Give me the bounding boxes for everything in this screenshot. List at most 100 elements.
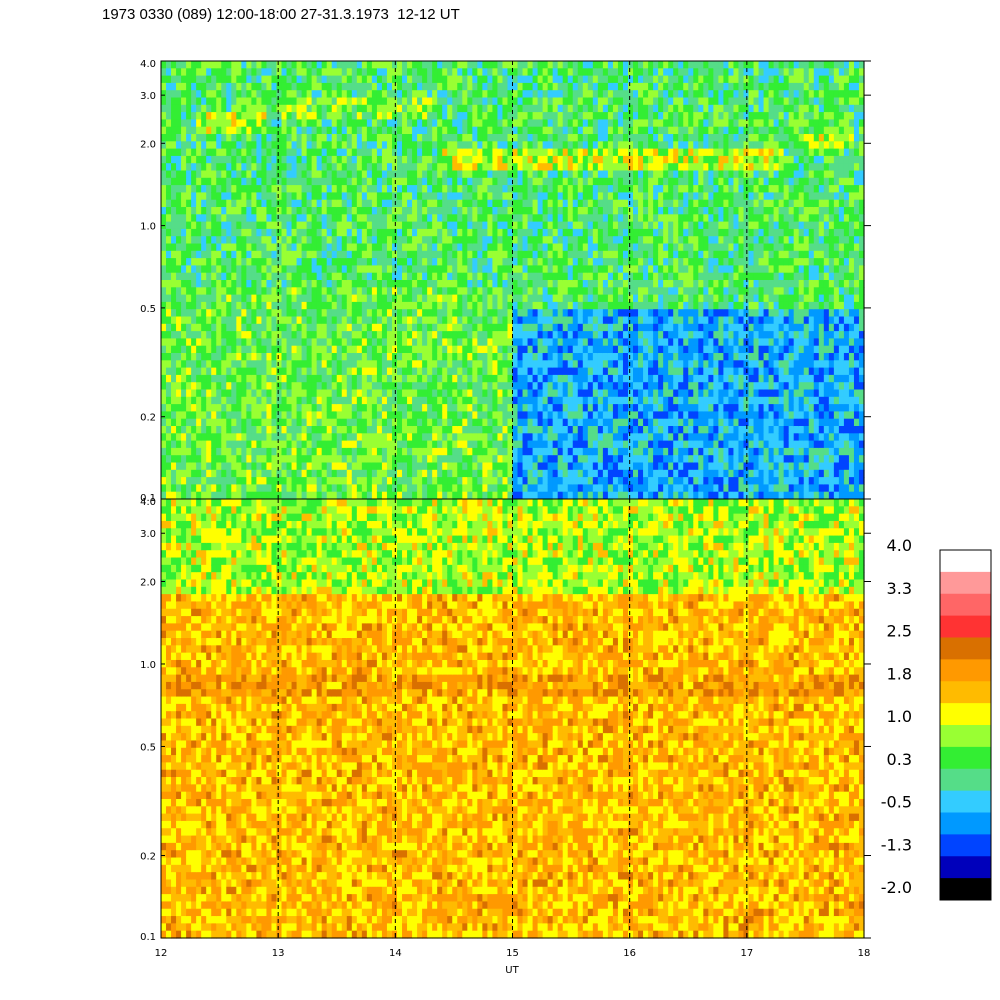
heatmap-cell — [567, 272, 574, 281]
heatmap-cell — [276, 294, 283, 303]
heatmap-cell — [281, 455, 288, 464]
heatmap-cell — [371, 126, 378, 135]
heatmap-cell — [512, 134, 519, 142]
heatmap-cell — [161, 82, 167, 91]
heatmap-cell — [191, 134, 197, 142]
heatmap-cell — [371, 75, 378, 84]
heatmap-cell — [517, 331, 524, 339]
heatmap-cell — [346, 221, 353, 230]
heatmap-cell — [291, 170, 298, 179]
heatmap-cell — [407, 294, 413, 303]
heatmap-cell — [356, 404, 363, 412]
heatmap-cell — [341, 301, 348, 310]
heatmap-cell — [196, 389, 202, 398]
heatmap-cell — [472, 90, 478, 99]
heatmap-cell — [346, 411, 353, 420]
heatmap-cell — [276, 126, 283, 135]
heatmap-cell — [427, 301, 433, 310]
heatmap-cell — [316, 382, 323, 391]
heatmap-cell — [331, 331, 338, 339]
heatmap-cell — [271, 163, 278, 172]
heatmap-cell — [226, 97, 232, 106]
heatmap-cell — [532, 148, 539, 157]
heatmap-cell — [492, 353, 499, 361]
heatmap-cell — [542, 331, 549, 339]
heatmap-cell — [567, 155, 574, 164]
heatmap-cell — [412, 353, 418, 361]
heatmap-cell — [437, 258, 443, 266]
heatmap-cell — [562, 192, 569, 201]
heatmap-cell — [517, 353, 524, 361]
heatmap-cell — [301, 323, 308, 332]
heatmap-cell — [301, 396, 308, 405]
heatmap-cell — [171, 134, 177, 142]
heatmap-cell — [241, 243, 247, 252]
heatmap-cell — [391, 462, 398, 471]
heatmap-cell — [196, 250, 202, 259]
heatmap-cell — [236, 192, 242, 201]
heatmap-cell — [341, 404, 348, 412]
heatmap-cell — [462, 440, 468, 449]
heatmap-cell — [296, 61, 303, 69]
heatmap-cell — [246, 134, 252, 142]
heatmap-cell — [171, 411, 177, 420]
heatmap-cell — [241, 411, 247, 420]
heatmap-cell — [341, 294, 348, 303]
heatmap-cell — [557, 214, 564, 223]
heatmap-cell — [171, 82, 177, 91]
heatmap-cell — [457, 455, 463, 464]
heatmap-cell — [432, 90, 438, 99]
heatmap-cell — [336, 199, 343, 208]
heatmap-cell — [356, 477, 363, 485]
heatmap-cell — [492, 119, 499, 128]
heatmap-cell — [427, 221, 433, 230]
heatmap-cell — [301, 61, 308, 69]
heatmap-cell — [266, 185, 273, 193]
heatmap-cell — [482, 228, 488, 237]
heatmap-cell — [201, 280, 207, 288]
heatmap-cell — [226, 258, 232, 266]
heatmap-cell — [381, 433, 388, 442]
heatmap-cell — [186, 360, 192, 369]
heatmap-cell — [256, 207, 263, 215]
heatmap-cell — [407, 440, 413, 449]
heatmap-cell — [467, 97, 473, 106]
heatmap-cell — [346, 338, 353, 347]
heatmap-cell — [397, 418, 403, 427]
heatmap-cell — [256, 90, 263, 99]
heatmap-cell — [236, 112, 242, 120]
heatmap-cell — [512, 163, 519, 172]
heatmap-cell — [427, 148, 433, 157]
heatmap-cell — [321, 433, 328, 442]
heatmap-cell — [236, 294, 242, 303]
heatmap-cell — [176, 119, 182, 128]
heatmap-cell — [502, 119, 509, 128]
heatmap-cell — [522, 61, 529, 69]
heatmap-cell — [442, 236, 448, 245]
heatmap-cell — [161, 426, 167, 434]
heatmap-cell — [311, 455, 318, 464]
heatmap-cell — [366, 389, 373, 398]
heatmap-cell — [497, 360, 504, 369]
heatmap-cell — [176, 404, 182, 412]
heatmap-cell — [236, 75, 242, 84]
heatmap-cell — [276, 462, 283, 471]
heatmap-cell — [296, 134, 303, 142]
heatmap-cell — [492, 97, 499, 106]
heatmap-cell — [226, 404, 232, 412]
heatmap-cell — [552, 331, 559, 339]
heatmap-cell — [286, 477, 293, 485]
heatmap-cell — [477, 418, 483, 427]
heatmap-cell — [567, 163, 574, 172]
heatmap-cell — [181, 68, 187, 77]
heatmap-cell — [547, 141, 554, 150]
heatmap-cell — [492, 221, 499, 230]
heatmap-cell — [417, 345, 423, 354]
heatmap-cell — [161, 185, 167, 193]
heatmap-cell — [261, 170, 268, 179]
heatmap-cell — [492, 433, 499, 442]
heatmap-cell — [537, 455, 544, 464]
heatmap-cell — [557, 426, 564, 434]
heatmap-cell — [256, 112, 263, 120]
heatmap-cell — [447, 426, 453, 434]
